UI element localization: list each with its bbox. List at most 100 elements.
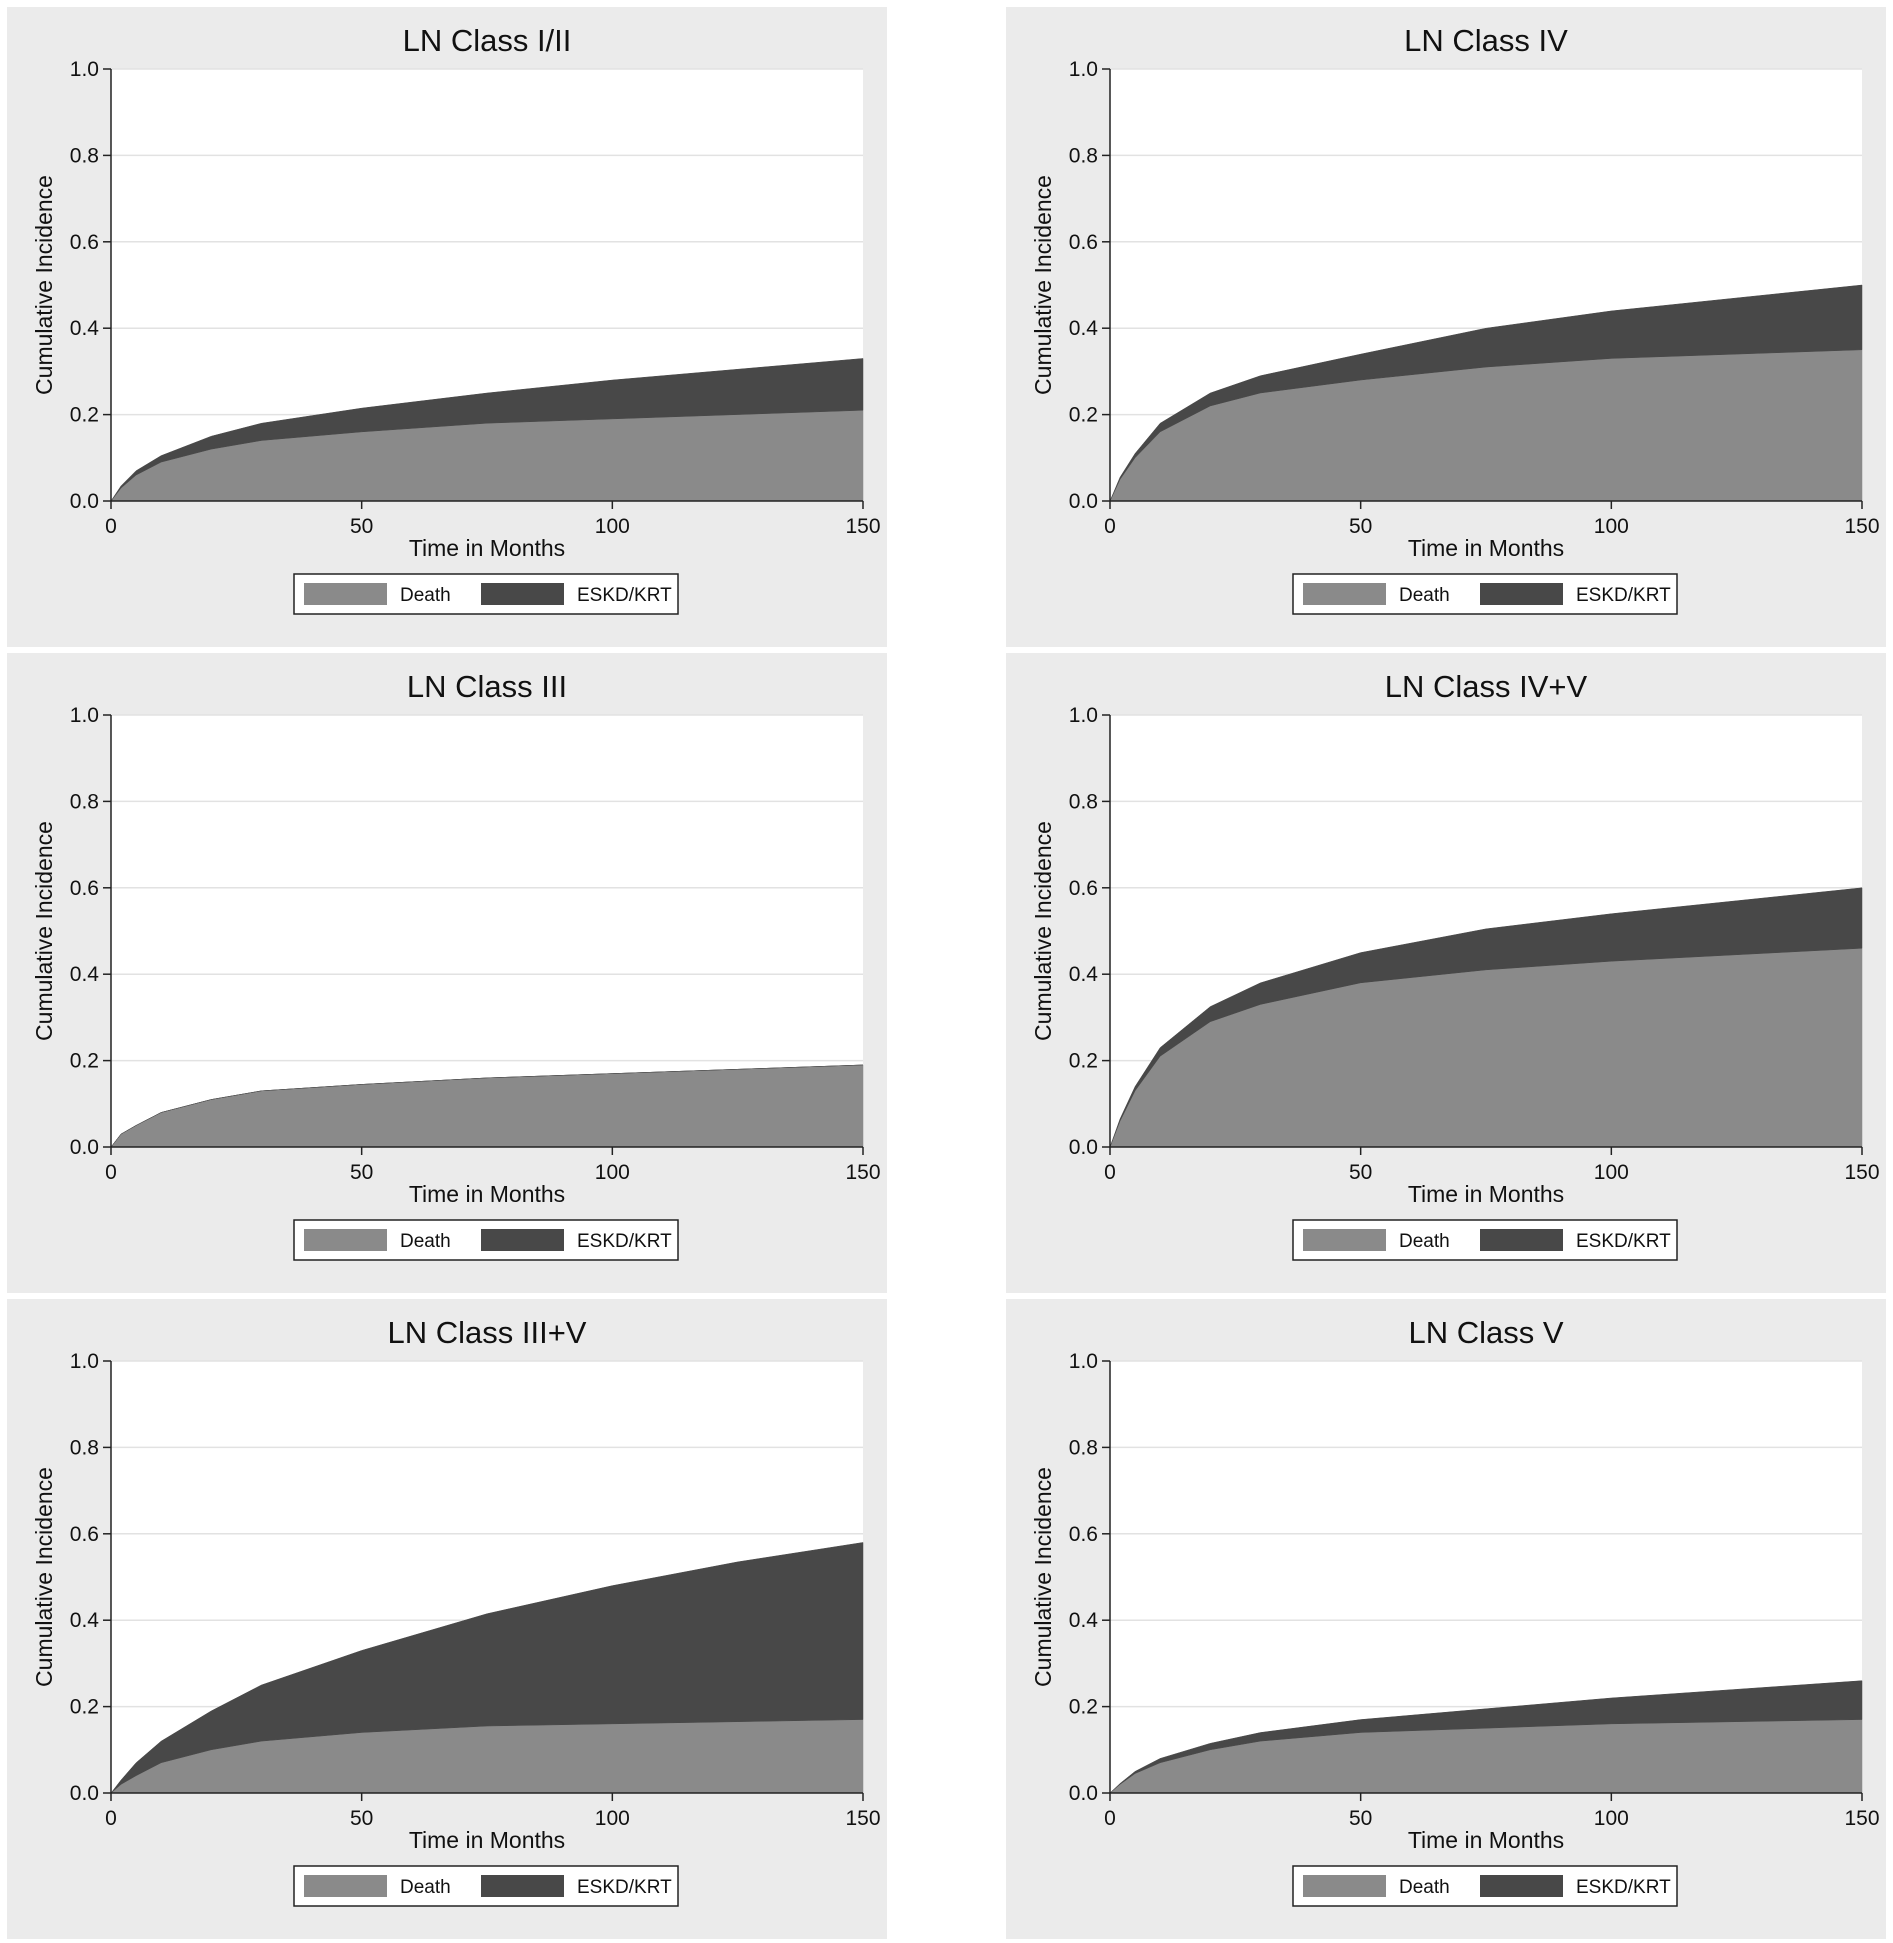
chart-svg: 0.0 0.2 0.4 0.6 0.8 1.0 0 50 100 150 LN Class V Tim…	[1030, 1315, 1880, 1907]
y-tick-label: 0.2	[70, 1050, 99, 1073]
legend: Death ESKD/KRT	[1292, 1865, 1678, 1907]
y-tick-label: 0.8	[70, 790, 99, 813]
legend-swatch	[1303, 1229, 1386, 1251]
chart-panel: 0.0 0.2 0.4 0.6 0.8 1.0 0 50 100 150 LN Class V Tim…	[1006, 1299, 1886, 1939]
x-tick-label: 100	[1594, 515, 1629, 538]
area-eskd-krt	[110, 358, 864, 502]
y-tick-label: 0.4	[70, 1609, 100, 1632]
x-tick-label: 150	[845, 1807, 880, 1830]
chart-title: LN Class IV+V	[1385, 669, 1588, 704]
area-eskd-krt	[1109, 1680, 1863, 1794]
y-axis-label: Cumulative Incidence	[1030, 175, 1056, 395]
x-tick-label: 0	[1104, 1161, 1116, 1184]
x-tick-label: 50	[1349, 1161, 1372, 1184]
legend-label: ESKD/KRT	[1576, 1231, 1671, 1252]
legend-label: Death	[1399, 1231, 1450, 1252]
x-tick-label: 50	[350, 1807, 373, 1830]
x-tick-label: 100	[595, 515, 630, 538]
chart-title: LN Class III	[407, 669, 567, 704]
legend-label: Death	[400, 1231, 451, 1252]
chart-svg: 0.0 0.2 0.4 0.6 0.8 1.0 0 50 100 150 LN Class III+…	[31, 1315, 881, 1907]
y-tick-label: 0.8	[1069, 1436, 1098, 1459]
x-tick-label: 150	[1844, 1161, 1879, 1184]
y-axis-label: Cumulative Incidence	[31, 175, 57, 395]
y-tick-label: 0.6	[1069, 877, 1098, 900]
chart-panel: 0.0 0.2 0.4 0.6 0.8 1.0 0 50 100 150 LN Class III T…	[7, 653, 887, 1293]
legend-swatch	[1480, 1875, 1563, 1897]
y-tick-label: 0.2	[70, 404, 99, 427]
legend-label: ESKD/KRT	[1576, 585, 1671, 606]
y-tick-label: 0.4	[1069, 1609, 1099, 1632]
x-tick-label: 100	[595, 1807, 630, 1830]
legend-label: ESKD/KRT	[1576, 1877, 1671, 1898]
x-tick-label: 0	[1104, 515, 1116, 538]
y-tick-label: 0.6	[70, 231, 99, 254]
x-tick-label: 50	[1349, 515, 1372, 538]
y-tick-label: 1.0	[70, 58, 99, 81]
legend-swatch	[304, 1229, 387, 1251]
y-tick-label: 0.4	[1069, 963, 1099, 986]
x-axis-label: Time in Months	[1408, 1181, 1564, 1207]
chart-svg: 0.0 0.2 0.4 0.6 0.8 1.0 0 50 100 150 LN Class IV+V…	[1030, 669, 1880, 1261]
chart-title: LN Class III+V	[388, 1315, 587, 1350]
x-tick-label: 150	[845, 1161, 880, 1184]
legend: Death ESKD/KRT	[293, 573, 679, 615]
y-tick-label: 0.6	[1069, 1523, 1098, 1546]
legend-swatch	[1303, 1875, 1386, 1897]
legend-swatch	[481, 1875, 564, 1897]
y-tick-label: 0.4	[70, 317, 100, 340]
legend-label: ESKD/KRT	[577, 585, 672, 606]
legend-label: Death	[1399, 585, 1450, 606]
y-tick-label: 1.0	[1069, 1350, 1098, 1373]
chart-panel: 0.0 0.2 0.4 0.6 0.8 1.0 0 50 100 150 LN Class IV+V…	[1006, 653, 1886, 1293]
legend-label: ESKD/KRT	[577, 1231, 672, 1252]
y-tick-label: 0.2	[1069, 1050, 1098, 1073]
x-tick-label: 150	[1844, 515, 1879, 538]
y-tick-label: 1.0	[70, 704, 99, 727]
legend-swatch	[481, 1229, 564, 1251]
x-axis-label: Time in Months	[409, 1827, 565, 1853]
y-tick-label: 1.0	[1069, 704, 1098, 727]
area-eskd-krt	[1109, 887, 1863, 1148]
x-tick-label: 50	[1349, 1807, 1372, 1830]
x-axis-label: Time in Months	[1408, 1827, 1564, 1853]
y-tick-label: 1.0	[70, 1350, 99, 1373]
area-eskd-krt	[110, 1064, 864, 1148]
y-tick-label: 0.2	[1069, 1696, 1098, 1719]
legend: Death ESKD/KRT	[293, 1219, 679, 1261]
legend-swatch	[481, 583, 564, 605]
y-axis-label: Cumulative Incidence	[1030, 1467, 1056, 1687]
x-axis-label: Time in Months	[409, 1181, 565, 1207]
x-tick-label: 0	[105, 515, 117, 538]
x-tick-label: 0	[105, 1807, 117, 1830]
area-eskd-krt	[1109, 284, 1863, 502]
legend-label: Death	[400, 1877, 451, 1898]
y-axis-label: Cumulative Incidence	[31, 1467, 57, 1687]
x-tick-label: 50	[350, 1161, 373, 1184]
y-tick-label: 0.2	[70, 1696, 99, 1719]
chart-title: LN Class V	[1408, 1315, 1563, 1350]
legend-swatch	[304, 583, 387, 605]
legend: Death ESKD/KRT	[293, 1865, 679, 1907]
y-axis-label: Cumulative Incidence	[1030, 821, 1056, 1041]
x-tick-label: 0	[1104, 1807, 1116, 1830]
chart-panel: 0.0 0.2 0.4 0.6 0.8 1.0 0 50 100 150 LN Class IV Ti…	[1006, 7, 1886, 647]
y-axis-label: Cumulative Incidence	[31, 821, 57, 1041]
chart-svg: 0.0 0.2 0.4 0.6 0.8 1.0 0 50 100 150 LN Class III T…	[31, 669, 881, 1261]
chart-title: LN Class I/II	[403, 23, 572, 58]
y-tick-label: 0.6	[70, 1523, 99, 1546]
x-tick-label: 100	[595, 1161, 630, 1184]
area-eskd-krt	[110, 1542, 864, 1794]
y-tick-label: 0.4	[70, 963, 100, 986]
chart-panel: 0.0 0.2 0.4 0.6 0.8 1.0 0 50 100 150 LN Class I/II…	[7, 7, 887, 647]
legend-swatch	[1480, 583, 1563, 605]
y-tick-label: 0.6	[70, 877, 99, 900]
legend-swatch	[1480, 1229, 1563, 1251]
y-tick-label: 0.0	[70, 1136, 99, 1159]
x-tick-label: 150	[845, 515, 880, 538]
y-tick-label: 0.8	[70, 1436, 99, 1459]
y-tick-label: 0.4	[1069, 317, 1099, 340]
legend-swatch	[1303, 583, 1386, 605]
y-tick-label: 0.6	[1069, 231, 1098, 254]
x-tick-label: 0	[105, 1161, 117, 1184]
